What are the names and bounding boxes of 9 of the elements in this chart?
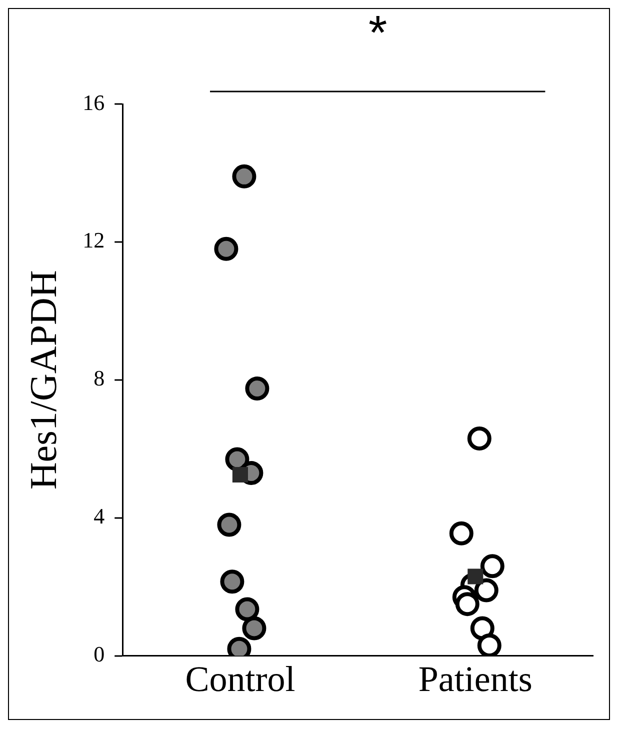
y-tick-label: 12 (82, 228, 105, 253)
y-tick-label: 16 (82, 90, 105, 115)
y-axis-title: Hes1/GAPDH (22, 270, 65, 490)
y-tick-label: 8 (94, 366, 105, 391)
x-tick-label: Patients (418, 658, 532, 699)
x-tick-label: Control (185, 658, 296, 699)
y-tick-label: 0 (94, 642, 105, 667)
text: * (368, 7, 388, 60)
y-tick-label: 4 (94, 504, 105, 529)
